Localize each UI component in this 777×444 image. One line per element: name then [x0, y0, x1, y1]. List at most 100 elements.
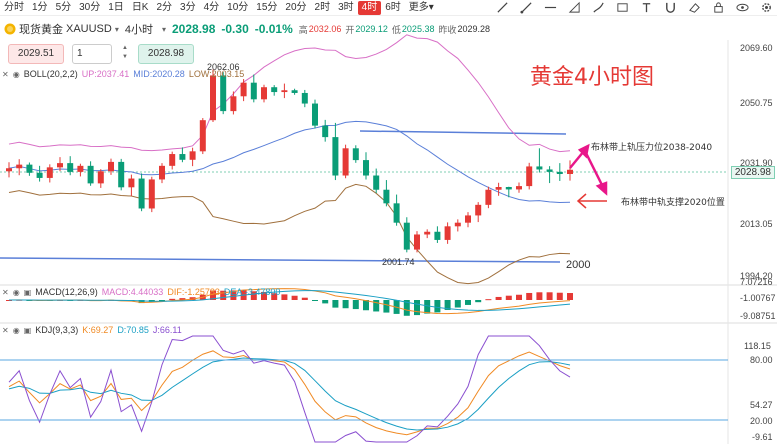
- magnet-icon[interactable]: [664, 1, 677, 14]
- measure-icon[interactable]: [568, 1, 581, 14]
- symbol-dropdown-icon[interactable]: ▾: [114, 24, 119, 34]
- candle[interactable]: [281, 83, 288, 99]
- sell-button[interactable]: 2029.51: [8, 44, 64, 64]
- candle[interactable]: [108, 158, 114, 175]
- candle[interactable]: [383, 180, 390, 207]
- candle[interactable]: [46, 164, 53, 183]
- candle[interactable]: [352, 145, 359, 163]
- interval-dropdown-icon[interactable]: ▾: [161, 24, 166, 34]
- symbol-code[interactable]: XAUUSD: [66, 23, 112, 35]
- candle[interactable]: [393, 194, 400, 226]
- candle[interactable]: [118, 158, 125, 191]
- candle[interactable]: [250, 74, 257, 103]
- tf-fenshi[interactable]: 分时: [4, 1, 24, 13]
- resistance-line[interactable]: [359, 130, 567, 135]
- eye-icon[interactable]: [736, 1, 749, 14]
- candle[interactable]: [26, 162, 33, 176]
- horizontal-line-icon[interactable]: [544, 1, 557, 14]
- candle[interactable]: [475, 202, 482, 223]
- candle[interactable]: [536, 148, 543, 173]
- shapes-icon[interactable]: [616, 1, 629, 14]
- ray-icon[interactable]: [520, 1, 533, 14]
- interval-label[interactable]: 4小时: [124, 24, 153, 36]
- trendline-icon[interactable]: [496, 1, 509, 14]
- candle[interactable]: [77, 163, 84, 177]
- candle[interactable]: [199, 118, 206, 155]
- close-icon[interactable]: ✕: [2, 325, 9, 335]
- settings-icon[interactable]: ▣: [23, 325, 32, 335]
- candle[interactable]: [210, 69, 216, 122]
- lock-icon[interactable]: [712, 1, 725, 14]
- tf-15m[interactable]: 15分: [256, 1, 278, 13]
- tf-3h[interactable]: 3时: [338, 1, 354, 13]
- tf-dayk[interactable]: 日K: [131, 1, 149, 13]
- candle[interactable]: [454, 219, 461, 232]
- buy-button[interactable]: 2028.98: [138, 44, 194, 64]
- brush-icon[interactable]: [592, 1, 605, 14]
- candle[interactable]: [373, 168, 380, 194]
- candle[interactable]: [291, 88, 298, 95]
- tf-6h[interactable]: 6时: [385, 1, 401, 13]
- support-line-2000[interactable]: [0, 257, 561, 263]
- candle[interactable]: [16, 159, 23, 176]
- gear-icon[interactable]: [760, 1, 773, 14]
- candle[interactable]: [36, 165, 43, 182]
- eye-icon[interactable]: ◉: [12, 325, 20, 335]
- macd-name[interactable]: MACD(12,26,9): [35, 287, 98, 297]
- candle[interactable]: [230, 91, 237, 115]
- candle[interactable]: [271, 85, 278, 96]
- kdj-name[interactable]: KDJ(9,3,3): [35, 325, 79, 335]
- eye-icon[interactable]: ◉: [12, 69, 20, 79]
- candle[interactable]: [434, 226, 441, 243]
- candle[interactable]: [97, 169, 104, 188]
- tf-2h[interactable]: 2时: [314, 1, 331, 13]
- eraser-icon[interactable]: [688, 1, 701, 14]
- tf-2m[interactable]: 2分: [156, 1, 173, 13]
- quantity-stepper[interactable]: ▲ ▼: [122, 45, 128, 60]
- candle[interactable]: [505, 186, 512, 198]
- candle[interactable]: [128, 174, 135, 197]
- candle[interactable]: [179, 147, 186, 163]
- tf-10m[interactable]: 10分: [227, 1, 249, 13]
- candle[interactable]: [148, 176, 155, 213]
- candle[interactable]: [301, 89, 308, 108]
- tf-30m[interactable]: 30分: [79, 1, 101, 13]
- tf-1d[interactable]: 1日: [108, 1, 124, 13]
- candle[interactable]: [546, 166, 553, 184]
- candle[interactable]: [312, 99, 318, 129]
- candle[interactable]: [516, 182, 522, 193]
- candle[interactable]: [57, 157, 63, 172]
- candle[interactable]: [424, 229, 431, 239]
- candle[interactable]: [495, 182, 502, 196]
- candle[interactable]: [567, 160, 573, 181]
- candle[interactable]: [189, 147, 196, 167]
- candle[interactable]: [485, 186, 492, 209]
- quantity-input[interactable]: 1: [72, 44, 112, 64]
- tf-20m[interactable]: 20分: [285, 1, 307, 13]
- candle[interactable]: [414, 231, 420, 253]
- boll-name[interactable]: BOLL(20,2,2): [23, 69, 78, 79]
- candle[interactable]: [363, 152, 369, 180]
- candle[interactable]: [342, 144, 349, 179]
- candle[interactable]: [138, 173, 145, 212]
- candle[interactable]: [444, 222, 451, 244]
- tf-1m[interactable]: 1分: [32, 1, 48, 13]
- candle[interactable]: [322, 119, 329, 142]
- settings-icon[interactable]: ▣: [23, 287, 32, 297]
- candle[interactable]: [465, 212, 471, 228]
- more-timeframes-button[interactable]: 更多▾: [408, 1, 434, 13]
- text-icon[interactable]: [640, 1, 653, 14]
- close-icon[interactable]: ✕: [2, 287, 9, 297]
- candle[interactable]: [6, 162, 12, 178]
- symbol-name[interactable]: 现货黄金: [19, 24, 63, 36]
- candle[interactable]: [526, 162, 533, 190]
- candle[interactable]: [240, 79, 247, 102]
- candle[interactable]: [169, 151, 176, 170]
- candle[interactable]: [67, 156, 74, 176]
- candle[interactable]: [403, 217, 410, 253]
- tf-5m[interactable]: 5分: [55, 1, 72, 13]
- candle[interactable]: [87, 161, 94, 186]
- candle[interactable]: [332, 122, 339, 181]
- eye-icon[interactable]: ◉: [12, 287, 20, 297]
